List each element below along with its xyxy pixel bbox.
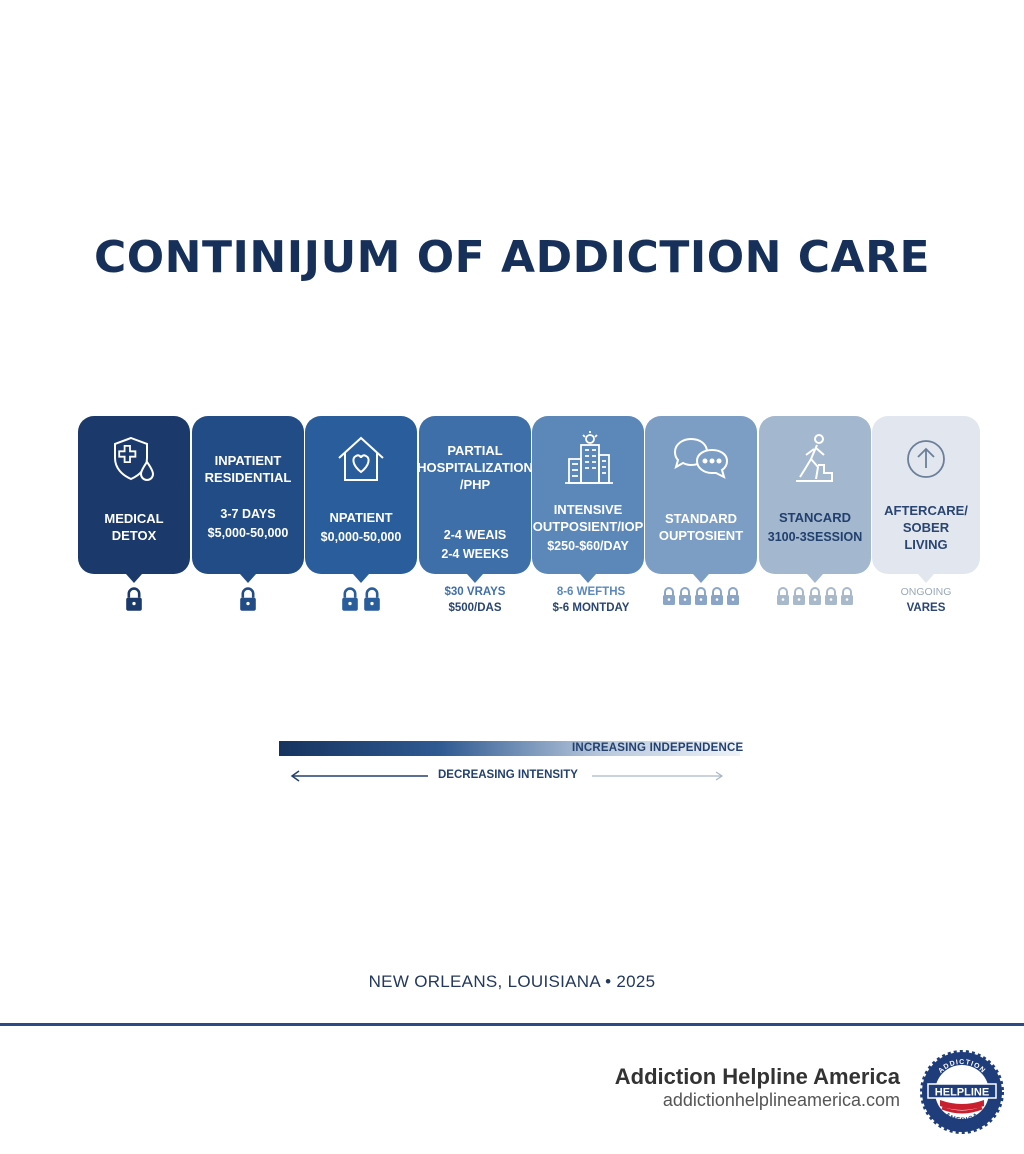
stage-name: STANDARD OUPTOSIENT [658, 511, 744, 543]
chat-bubbles-icon [669, 428, 733, 490]
lock-icon [678, 586, 692, 611]
stage-detail-line: $-6 MONTDAY [552, 602, 630, 614]
footer-divider [0, 1023, 1024, 1026]
page-title: CONTINIJUM OF ADDICTION CARE [93, 232, 931, 283]
lock-icon [710, 586, 724, 611]
lock-icon [808, 586, 822, 611]
stage-pointer [126, 574, 142, 583]
stage-pointer [693, 574, 709, 583]
stage-duration: 3-7 DAYS [220, 506, 276, 521]
stage-3-details: $30 VRAYS $500/DAS [419, 584, 531, 616]
lock-row [305, 586, 417, 617]
org-url[interactable]: addictionhelplineamerica.com [662, 1090, 900, 1110]
stage-pointer [467, 574, 483, 583]
lock-icon [726, 586, 740, 611]
lock-icon [662, 586, 676, 611]
lock-icon [340, 586, 360, 617]
stage-intensive-outpatient: INTENSIVE OUTPOSIENT/IOP $250-$60/DAY [532, 416, 644, 583]
stage-standard: STANCARD 3100-3SESSION [759, 416, 871, 583]
lock-row [192, 586, 304, 617]
lock-icon [792, 586, 806, 611]
stage-name: AFTERCARE/ SOBER LIVING [884, 502, 968, 552]
stage-cost: $0,000-50,000 [320, 530, 402, 544]
lock-icon [840, 586, 854, 611]
intensity-label: DECREASING INTENSITY [438, 769, 578, 781]
stage-name: STANCARD [779, 510, 851, 525]
stage-pointer [918, 574, 934, 583]
lock-icon [694, 586, 708, 611]
stage-pointer [240, 574, 256, 583]
stage-name: NPATIENT [329, 510, 393, 525]
stage-detail-line: VARES [906, 602, 946, 614]
stage-standard-outpatient: STANDARD OUPTOSIENT [645, 416, 757, 583]
stage-name: MEDICAL DETOX [104, 511, 164, 543]
stage-medical-detox: MEDICAL DETOX [78, 416, 190, 583]
stage-pointer [580, 574, 596, 583]
arrow-up-circle-icon [905, 428, 947, 490]
stage-aftercare-sober-living: AFTERCARE/ SOBER LIVING [872, 416, 980, 583]
helpline-logo: HELPLINE ADDICTION AMERICA [920, 1050, 1004, 1134]
stage-detail-line: ONGOING [900, 586, 952, 598]
lock-icon [824, 586, 838, 611]
office-building-icon [561, 428, 615, 490]
stage-duration: 2-4 WEAIS [443, 528, 507, 542]
stage-cost: $5,000-50,000 [207, 525, 289, 540]
lock-icon [124, 586, 144, 617]
stage-pointer [353, 574, 369, 583]
independence-gradient-bar [279, 741, 740, 756]
stage-pointer [807, 574, 823, 583]
location-year: NEW ORLEANS, LOUISIANA • 2025 [368, 972, 656, 991]
lock-icon [362, 586, 382, 617]
logo-text: HELPLINE [935, 1087, 989, 1099]
stage-detail-line: $30 VRAYS [444, 586, 506, 598]
stage-name: INPATIENT RESIDENTIAL [204, 452, 292, 485]
stage-cost: 3100-3SESSION [767, 530, 863, 544]
stage-cost: $250-$60/DAY [547, 538, 629, 553]
stage-inpatient: NPATIENT $0,000-50,000 [305, 416, 417, 583]
lock-icon [238, 586, 258, 617]
stage-4-details: 8-6 WEFTHS $-6 MONTDAY [532, 584, 650, 616]
house-heart-icon [334, 428, 388, 490]
stage-partial-hospitalization: PARTIAL HOSPITALIZATION /PHP 2-4 WEAIS 2… [417, 416, 533, 583]
lock-row [645, 586, 757, 611]
stage-cost: 2-4 WEEKS [441, 547, 509, 561]
stage-name: INTENSIVE OUTPOSIENT/IOP [532, 501, 644, 534]
walking-person-icon [792, 428, 838, 490]
stage-detail-line: $500/DAS [448, 602, 502, 614]
lock-row [78, 586, 190, 617]
independence-label: INCREASING INDEPENDENCE [572, 742, 744, 754]
stage-inpatient-residential: INPATIENT RESIDENTIAL 3-7 DAYS $5,000-50… [192, 416, 304, 583]
stage-name: PARTIAL HOSPITALIZATION /PHP [417, 443, 533, 492]
stage-detail-line: 8-6 WEFTHS [556, 586, 626, 598]
org-name: Addiction Helpline America [614, 1064, 900, 1089]
lock-icon [776, 586, 790, 611]
lock-row [759, 586, 871, 611]
intensity-arrow: DECREASING INTENSITY [290, 764, 726, 788]
shield-medical-drop-icon [109, 428, 159, 490]
stage-7-details: ONGOING VARES [872, 584, 980, 616]
